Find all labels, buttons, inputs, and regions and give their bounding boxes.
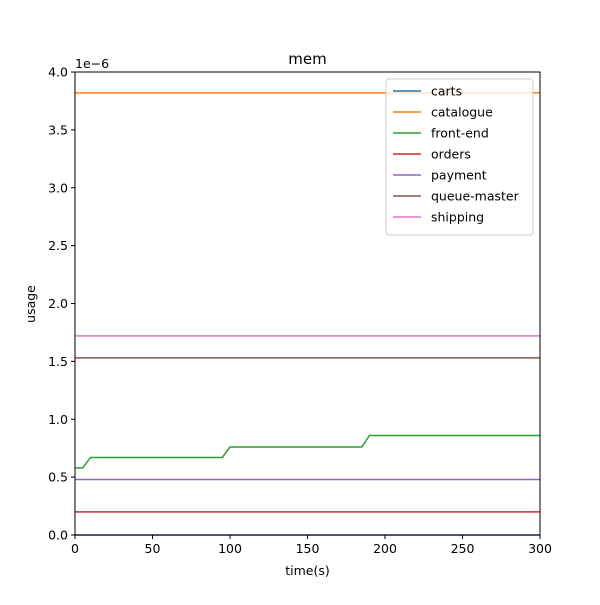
legend-label-queue-master: queue-master <box>431 189 520 204</box>
x-tick-label: 50 <box>145 541 161 556</box>
legend-label-shipping: shipping <box>431 210 484 225</box>
y-axis-label: usage <box>23 285 38 323</box>
x-tick-label: 150 <box>296 541 320 556</box>
y-tick-label: 4.0 <box>48 65 68 80</box>
x-tick-label: 100 <box>218 541 242 556</box>
series-line-front-end <box>75 434 540 469</box>
y-tick-label: 0.5 <box>48 470 68 485</box>
series-layer <box>75 92 540 536</box>
x-axis: 0 50 100 150 200 250 300 <box>71 535 552 556</box>
y-axis: 0.0 0.5 1.0 1.5 2.0 2.5 3.0 3.5 4.0 <box>48 65 75 543</box>
legend-box <box>385 78 534 236</box>
legend-label-carts: carts <box>431 84 462 99</box>
x-tick-label: 200 <box>373 541 397 556</box>
x-tick-label: 300 <box>528 541 552 556</box>
x-axis-label: time(s) <box>285 563 330 578</box>
y-tick-label: 2.0 <box>48 296 68 311</box>
legend-label-front-end: front-end <box>431 126 489 141</box>
x-tick-label: 250 <box>451 541 475 556</box>
y-tick-label: 1.0 <box>48 412 68 427</box>
y-tick-label: 2.5 <box>48 238 68 253</box>
y-tick-label: 0.0 <box>48 528 68 543</box>
chart-title: mem <box>288 50 326 68</box>
y-tick-label: 3.5 <box>48 122 68 137</box>
y-tick-label: 3.0 <box>48 180 68 195</box>
legend-label-orders: orders <box>431 147 471 162</box>
legend-label-payment: payment <box>431 168 487 183</box>
y-tick-label: 1.5 <box>48 354 68 369</box>
x-tick-label: 0 <box>71 541 79 556</box>
legend: carts catalogue front-end orders payment queu… <box>385 78 534 236</box>
legend-label-catalogue: catalogue <box>431 105 493 120</box>
y-offset-text: 1e−6 <box>75 56 109 71</box>
